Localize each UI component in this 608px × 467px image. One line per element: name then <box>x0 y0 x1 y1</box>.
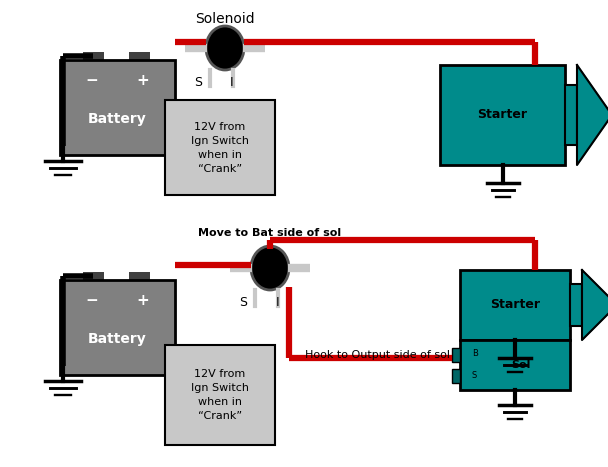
Text: Battery: Battery <box>88 332 147 346</box>
Ellipse shape <box>251 246 289 290</box>
Text: S: S <box>472 372 477 381</box>
Text: −: − <box>86 293 98 308</box>
Bar <box>165 345 275 445</box>
Bar <box>129 272 150 280</box>
Bar <box>129 52 150 60</box>
Bar <box>440 65 565 165</box>
Bar <box>60 280 175 375</box>
Bar <box>565 85 577 145</box>
Bar <box>452 347 460 361</box>
Ellipse shape <box>206 26 244 70</box>
Polygon shape <box>577 65 608 165</box>
Text: −: − <box>86 73 98 88</box>
Bar <box>165 100 275 195</box>
Text: Battery: Battery <box>88 112 147 126</box>
Text: +: + <box>136 73 149 88</box>
Text: I: I <box>276 296 280 309</box>
Text: B: B <box>472 349 478 359</box>
Text: Move to Bat side of sol: Move to Bat side of sol <box>198 228 342 238</box>
Bar <box>60 60 175 155</box>
Text: S: S <box>239 296 247 309</box>
Bar <box>460 270 570 340</box>
Text: +: + <box>136 293 149 308</box>
Bar <box>83 52 104 60</box>
Text: 12V from
Ign Switch
when in
“Crank”: 12V from Ign Switch when in “Crank” <box>191 369 249 421</box>
Text: I: I <box>230 76 234 89</box>
Text: 12V from
Ign Switch
when in
“Crank”: 12V from Ign Switch when in “Crank” <box>191 121 249 174</box>
Text: Hook to Output side of sol: Hook to Output side of sol <box>305 350 450 360</box>
Text: Starter: Starter <box>490 298 540 311</box>
Bar <box>460 340 570 390</box>
Polygon shape <box>582 270 608 340</box>
Text: Sol: Sol <box>511 360 530 370</box>
Text: S: S <box>194 76 202 89</box>
Text: Solenoid: Solenoid <box>195 12 255 26</box>
Bar <box>452 369 460 383</box>
Bar <box>83 272 104 280</box>
Text: Starter: Starter <box>477 108 528 121</box>
Bar <box>570 284 582 326</box>
